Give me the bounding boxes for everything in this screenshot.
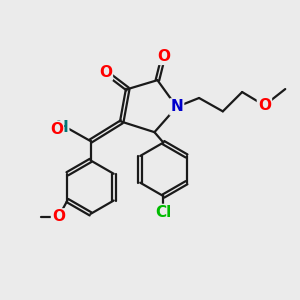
Text: O: O — [52, 209, 65, 224]
Text: O: O — [258, 98, 271, 113]
Text: N: N — [170, 99, 183, 114]
Text: O: O — [157, 49, 170, 64]
Text: O: O — [50, 122, 63, 137]
Text: H: H — [56, 120, 68, 135]
Text: O: O — [99, 64, 112, 80]
Text: Cl: Cl — [155, 205, 172, 220]
